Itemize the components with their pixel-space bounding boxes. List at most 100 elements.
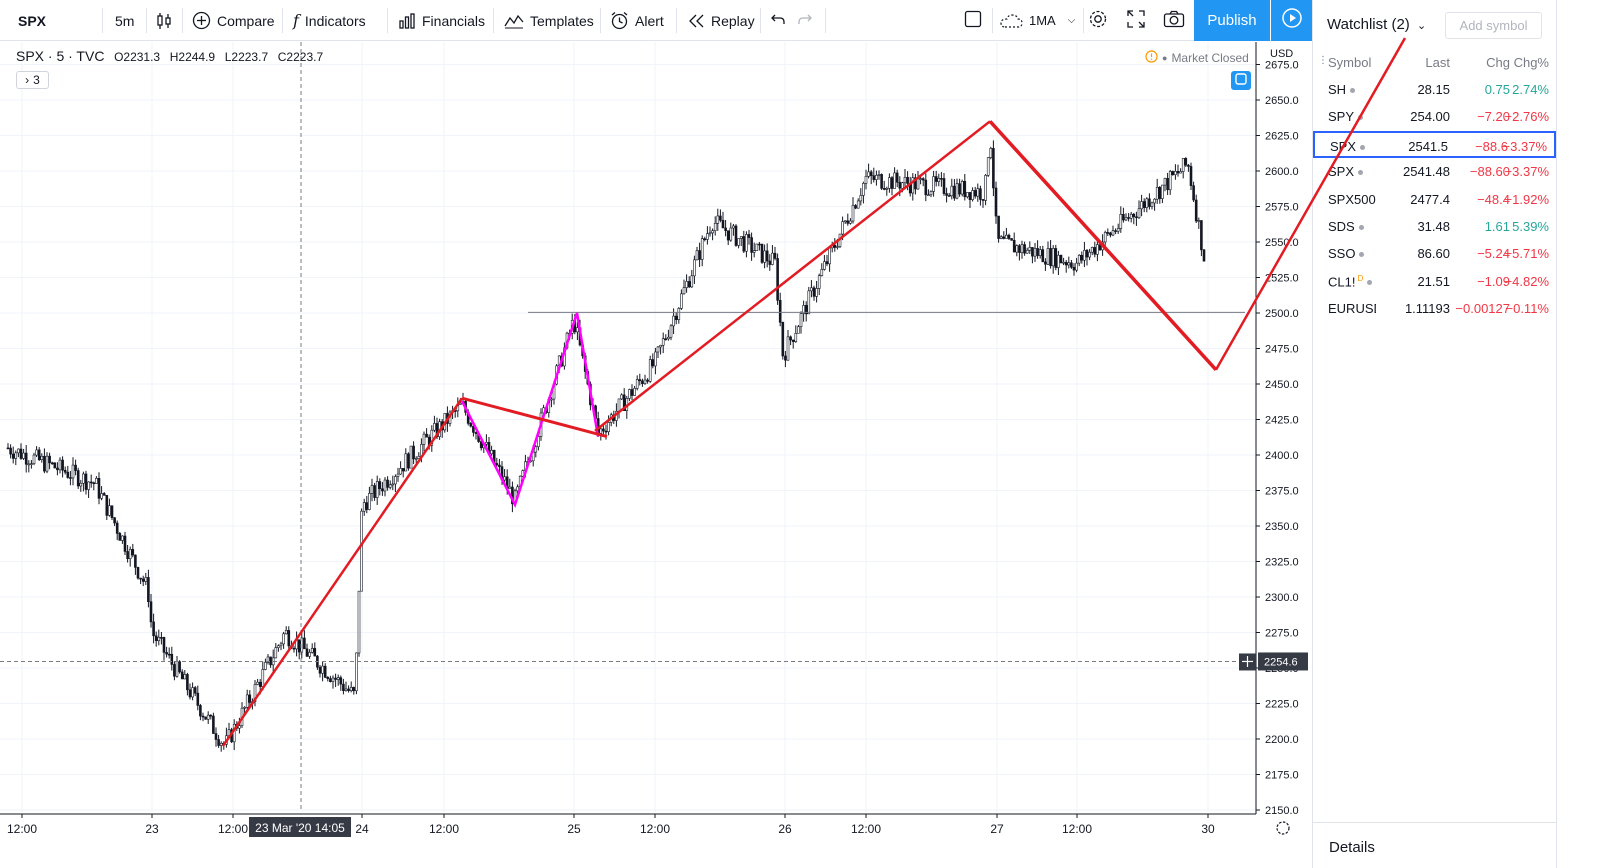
interval-button[interactable]: 5m: [115, 12, 135, 29]
candle-body: [1171, 171, 1175, 175]
watchlist-row[interactable]: SH 28.15 0.75 2.74%: [1313, 76, 1556, 103]
undo-button[interactable]: [770, 0, 786, 41]
candle-body: [864, 176, 868, 184]
indicators-collapse-button[interactable]: › 3: [16, 71, 49, 89]
price-axis[interactable]: 2675.0 2650.0 2625.0 2600.0 2575.0 2550.0 2525…: [1255, 42, 1312, 822]
market-status: ● Market Closed: [1145, 50, 1249, 66]
candle-body: [1007, 234, 1011, 239]
candle-body: [175, 661, 179, 677]
candle-body: [1194, 199, 1198, 222]
candle-body: [274, 647, 278, 659]
watchlist-row[interactable]: SSO 86.60 −5.24 −5.71%: [1313, 240, 1556, 267]
col-symbol[interactable]: Symbol: [1328, 55, 1372, 70]
row-last: 28.15: [1417, 82, 1450, 97]
watchlist-row[interactable]: CL1! D 21.51 −1.09 −4.82%: [1313, 268, 1556, 295]
watchlist-row[interactable]: EURUSD 1.11193 −0.00127−0.11%: [1313, 295, 1556, 322]
indicators-button[interactable]: f Indicators: [293, 0, 366, 41]
watchlist-row[interactable]: SPX 2541.5 −88.6 −3.37%: [1313, 130, 1556, 158]
candle-body: [708, 232, 712, 235]
cloud-save-button[interactable]: 1MA ⌵: [999, 0, 1075, 41]
candle-body: [35, 449, 38, 456]
indicators-label: Indicators: [304, 12, 366, 29]
candle-body: [690, 275, 694, 288]
play-button[interactable]: [1271, 0, 1312, 41]
col-chg[interactable]: Chg: [1486, 55, 1510, 70]
publish-button[interactable]: Publish: [1194, 0, 1270, 41]
candle-body: [698, 250, 701, 260]
settings-button[interactable]: [1088, 0, 1108, 41]
candle-body: [776, 258, 779, 301]
row-chg: 0.75: [1484, 82, 1510, 97]
candle-body: [677, 308, 681, 320]
symbol-search-button[interactable]: SPX: [18, 12, 47, 29]
legend-title[interactable]: SPX · 5 · TVC: [16, 48, 105, 64]
layout-button[interactable]: [964, 0, 982, 41]
candle-body: [576, 327, 579, 333]
candle-body: [1036, 248, 1039, 256]
candle-body: [994, 187, 998, 217]
redo-button[interactable]: [797, 0, 813, 41]
candle-body: [1184, 158, 1188, 166]
candle-body: [1018, 245, 1021, 253]
watchlist-row[interactable]: SPY 254.00 −7.20 −2.76%: [1313, 103, 1556, 130]
watchlist-row[interactable]: SPX 2541.48 −88.60 −3.37%: [1313, 158, 1556, 185]
time-axis[interactable]: 12:00 23 12:00 24 12:00 25 12:00 26 12:00 27 12:00…: [0, 813, 1312, 858]
row-symbol: CL1! D: [1328, 274, 1376, 289]
candle-body: [401, 468, 405, 472]
candle-body: [204, 716, 207, 720]
price-chart[interactable]: 2675.02650.02625.02600.02575.02550.02525…: [0, 42, 1312, 868]
candle-body: [56, 467, 59, 471]
price-tick-label: 2550.0: [1265, 237, 1299, 249]
candle-body: [643, 379, 647, 384]
replay-button[interactable]: Replay: [687, 0, 755, 41]
candle-body: [719, 215, 722, 221]
candle-body: [1012, 240, 1016, 253]
watchlist-title[interactable]: Watchlist (2) ⌄: [1327, 16, 1426, 33]
price-tick-label: 2400.0: [1265, 450, 1299, 462]
clock-warning-icon: [1145, 50, 1158, 66]
candle-body: [1111, 230, 1115, 236]
candle-body: [1153, 198, 1156, 204]
watchlist-row[interactable]: SPX500U 2477.4 −48.4−1.92%: [1313, 186, 1556, 213]
layout-name-label: 1MA: [1029, 13, 1056, 28]
candle-body: [812, 287, 816, 297]
financials-button[interactable]: Financials: [398, 0, 485, 41]
templates-button[interactable]: Templates: [504, 0, 594, 41]
candle-body: [326, 677, 330, 679]
add-symbol-button[interactable]: Add symbol: [1445, 12, 1542, 39]
compare-button[interactable]: Compare: [192, 0, 275, 41]
candle-body: [284, 630, 288, 635]
crosshair-price-bg: [1258, 652, 1308, 671]
candle-body: [115, 522, 119, 534]
status-dot-icon: [1358, 170, 1364, 176]
status-dot-icon: [1367, 280, 1373, 286]
candle-body: [261, 669, 265, 687]
fullscreen-button[interactable]: [1127, 0, 1145, 41]
candle-body: [433, 423, 436, 431]
crosshair-labels: 2254.6 23 Mar '20 14:05: [249, 652, 1308, 837]
candle-body: [336, 677, 340, 680]
candle-body: [726, 230, 730, 241]
candle-body: [414, 458, 418, 460]
candle-body: [672, 315, 675, 327]
function-icon: f: [293, 11, 299, 30]
candle-body: [971, 190, 974, 201]
watchlist-row[interactable]: SDS 31.48 1.61 5.39%: [1313, 213, 1556, 240]
chart-style-button[interactable]: [155, 0, 179, 41]
legend-close: C2223.7: [277, 50, 324, 64]
alert-button[interactable]: Alert: [610, 0, 664, 41]
col-chg-pct[interactable]: Chg%: [1513, 55, 1549, 70]
snapshot-button[interactable]: [1163, 0, 1185, 41]
candle-body: [836, 246, 839, 248]
row-chg: −5.24: [1477, 246, 1510, 262]
row-last: 2541.5: [1408, 138, 1448, 154]
details-section[interactable]: Details: [1313, 822, 1556, 868]
chart-drawings[interactable]: [221, 120, 1218, 747]
candle-body: [45, 455, 49, 472]
candle-body: [89, 481, 93, 484]
auto-scale-button[interactable]: [1231, 71, 1251, 90]
col-last[interactable]: Last: [1425, 55, 1450, 70]
candle-body: [162, 637, 166, 653]
candle-body: [1062, 261, 1065, 264]
time-tick-label: 26: [778, 822, 792, 836]
